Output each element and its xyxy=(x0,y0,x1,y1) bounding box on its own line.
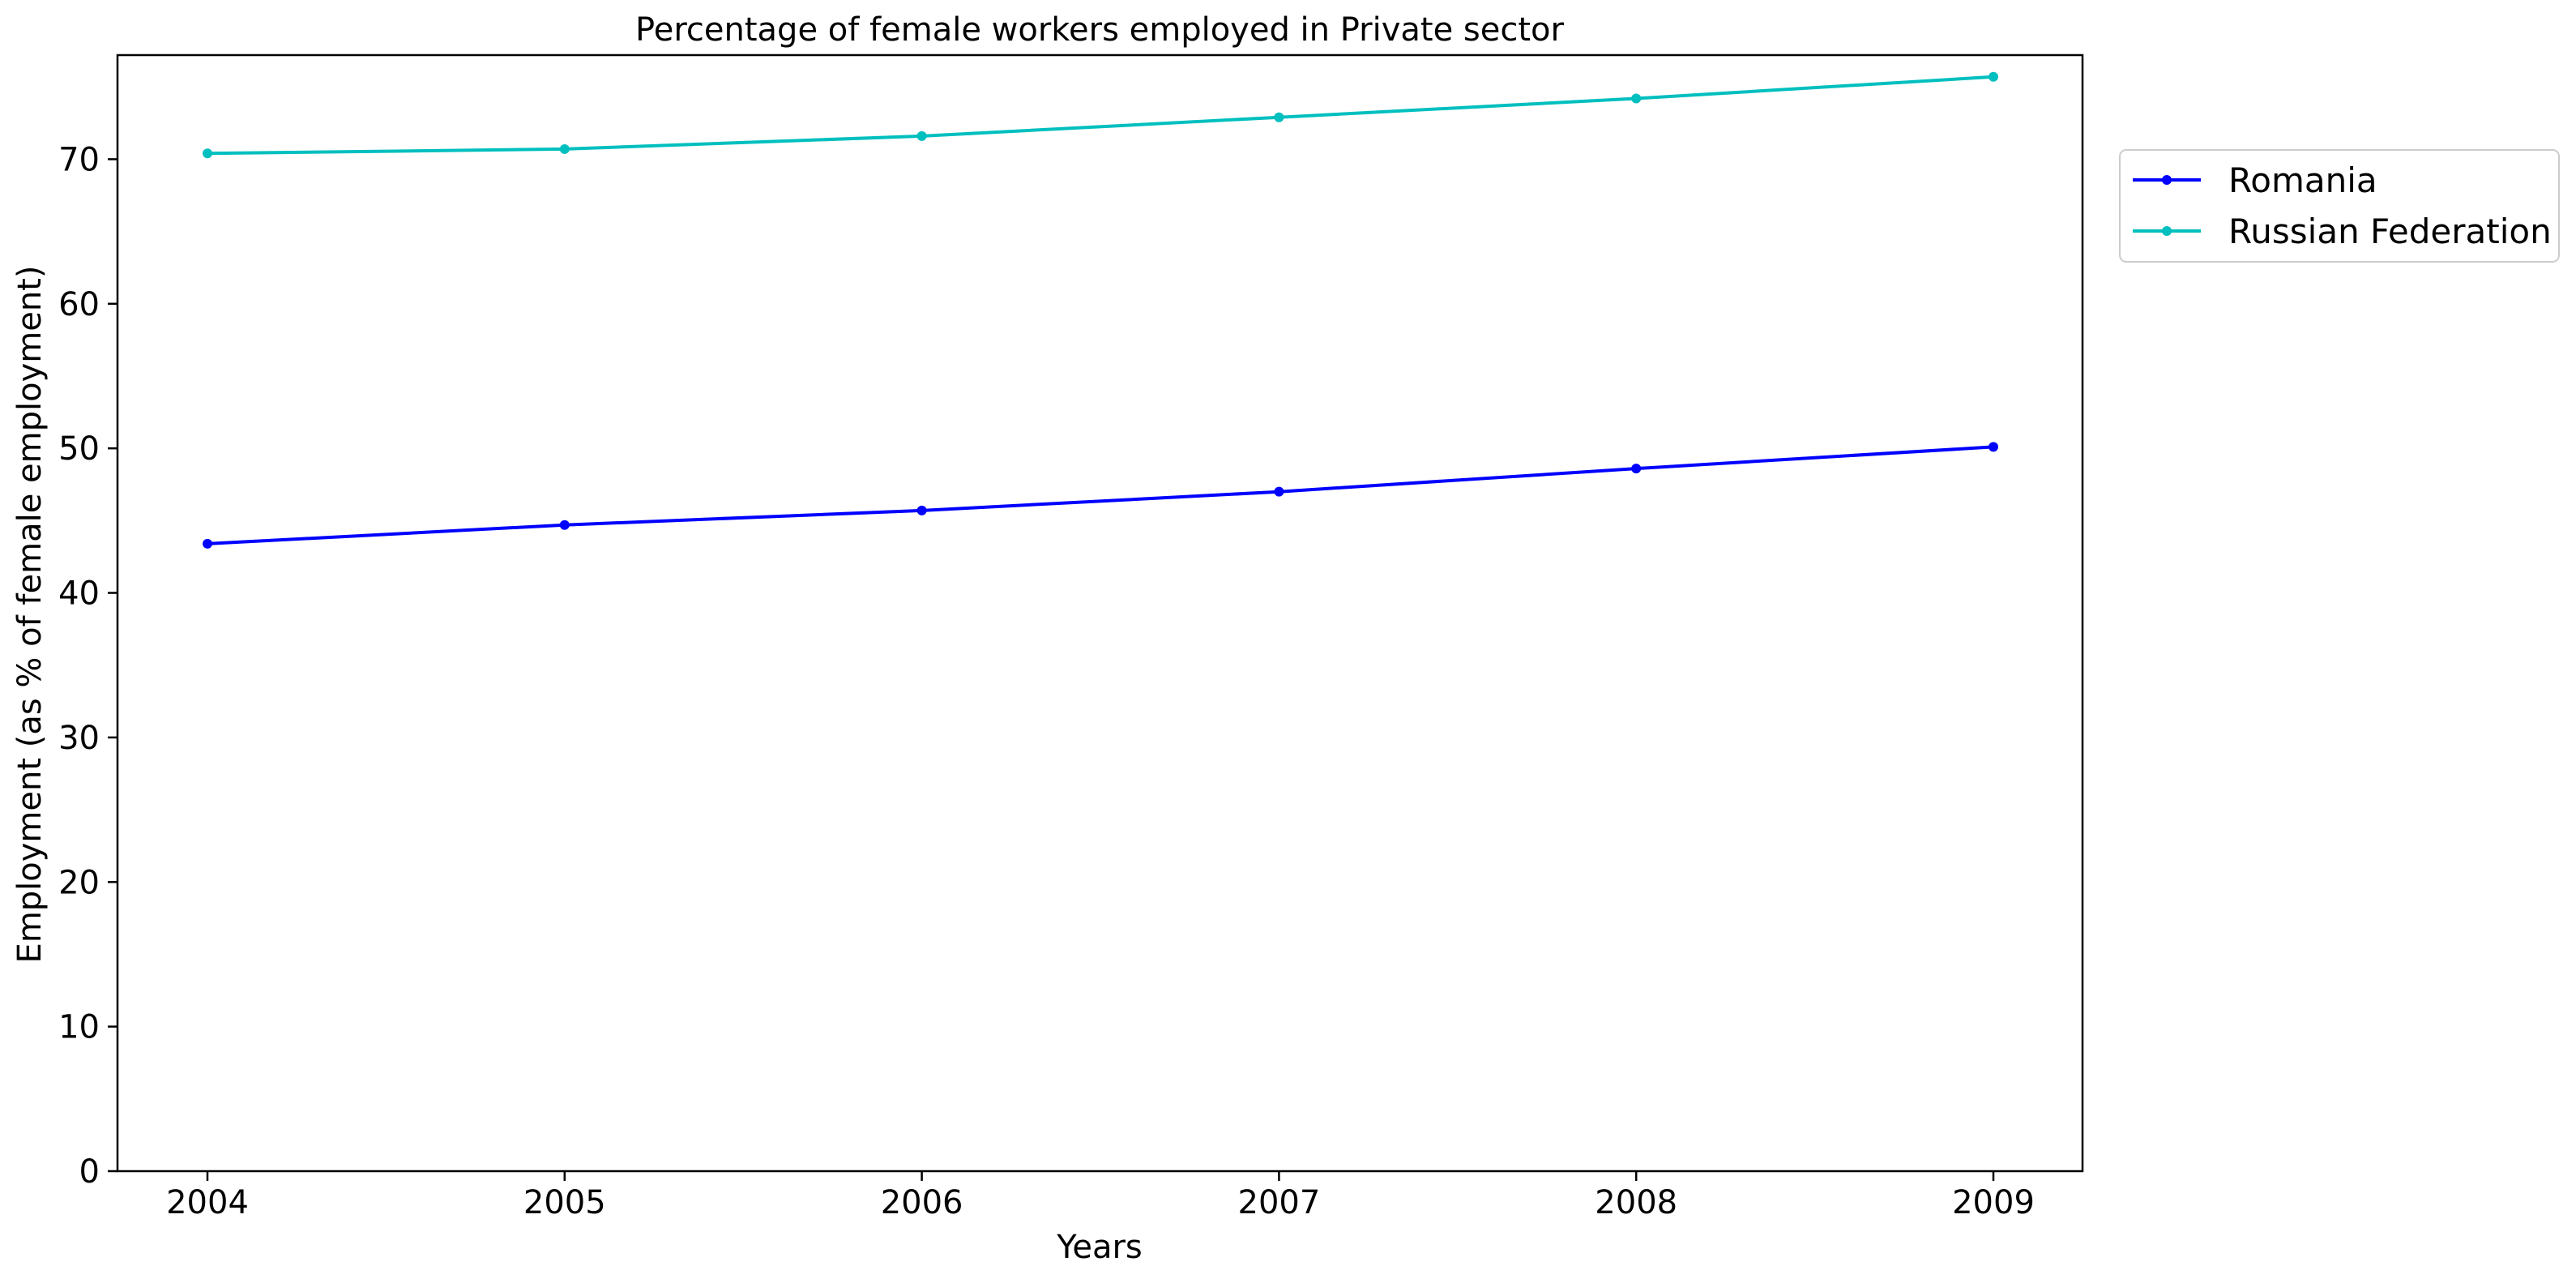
data-point xyxy=(1631,464,1642,474)
data-point xyxy=(916,130,927,141)
x-tick-label: 2008 xyxy=(1595,1184,1677,1221)
plot-area xyxy=(203,71,1998,549)
data-point xyxy=(1631,93,1642,104)
series-line-0 xyxy=(207,445,1994,545)
y-tick-label: 40 xyxy=(58,575,100,613)
legend-marker xyxy=(2162,226,2172,236)
axes: 2004 2005 2006 2007 2008 2009 0 10 20 30 40 50 60 70 xyxy=(58,53,2084,1221)
legend-box xyxy=(2119,149,2560,263)
legend-label: Romania xyxy=(2228,160,2377,200)
x-tick-label: 2009 xyxy=(1952,1184,2035,1221)
data-point xyxy=(916,505,927,515)
data-point xyxy=(559,143,570,154)
y-tick-label: 50 xyxy=(58,430,100,468)
plot-frame xyxy=(116,53,2084,1173)
x-tick-label: 2005 xyxy=(523,1184,606,1221)
chart-title: Percentage of female workers employed in… xyxy=(635,11,1564,49)
x-tick-label: 2007 xyxy=(1238,1184,1321,1221)
data-point xyxy=(1274,112,1284,122)
data-point xyxy=(559,520,570,530)
y-tick-label: 30 xyxy=(58,720,100,757)
x-tick-label: 2006 xyxy=(881,1184,963,1221)
y-tick-label: 20 xyxy=(58,864,100,901)
y-tick-label: 70 xyxy=(58,141,100,178)
data-point xyxy=(1989,442,1998,452)
data-point xyxy=(1989,71,1998,82)
y-tick-label: 0 xyxy=(79,1153,100,1191)
x-tick-label: 2004 xyxy=(166,1184,249,1221)
legend-label: Russian Federation xyxy=(2228,212,2552,251)
series-line-1 xyxy=(207,75,1994,156)
y-tick-label: 10 xyxy=(58,1009,100,1046)
y-tick-label: 60 xyxy=(58,286,100,323)
data-point xyxy=(203,148,212,159)
legend: Romania Russian Federation xyxy=(2119,149,2560,263)
y-axis-title: Employment (as % of female employment) xyxy=(11,266,49,964)
data-point xyxy=(1274,486,1284,497)
legend-marker xyxy=(2162,175,2172,185)
x-axis-title: Years xyxy=(1056,1229,1143,1266)
data-point xyxy=(203,538,212,549)
